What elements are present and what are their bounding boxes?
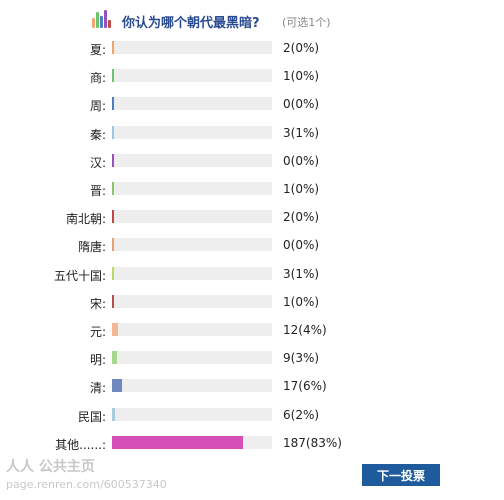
poll-option-label: 夏: <box>89 43 106 57</box>
poll-option-count: 0(0%) <box>283 238 320 253</box>
poll-option-count: 1(0%) <box>283 182 320 196</box>
poll-option-count: 0(0%) <box>283 97 320 112</box>
poll-option-bar-fill <box>112 351 117 365</box>
poll-option-bar-fill <box>112 41 114 54</box>
poll-option-count: 1(0%) <box>283 294 320 309</box>
poll-option-bar-track <box>112 294 272 308</box>
poll-option-label: 宋: <box>89 296 106 311</box>
poll-option-row: 周: 0(0%) <box>0 92 504 120</box>
poll-option-bar-fill <box>112 153 114 167</box>
poll-option-bar-track <box>112 407 272 421</box>
poll-option-label: 民国: <box>77 409 106 424</box>
poll-option-bar-fill <box>112 407 116 421</box>
poll-option-bar-fill <box>112 266 115 280</box>
poll-option-bar-track <box>112 435 272 449</box>
poll-option-row: 其他......: 187(83%) <box>0 431 504 459</box>
poll-option-row: 汉: 0(0%) <box>0 149 504 177</box>
watermark-url: page.renren.com/600537340 <box>6 478 167 491</box>
poll-option-count: 2(0%) <box>283 41 320 55</box>
poll-option-row: 民国: 6(2%) <box>0 403 504 431</box>
poll-option-label: 南北朝: <box>65 212 106 227</box>
poll-option-bar-fill <box>112 323 119 336</box>
poll-option-count: 3(1%) <box>283 125 320 140</box>
poll-option-label: 秦: <box>89 127 106 142</box>
poll-option-row: 五代十国: 3(1%) <box>0 262 504 290</box>
poll-option-bar-track <box>112 379 272 393</box>
poll-option-count: 2(0%) <box>283 210 320 225</box>
poll-option-bar-track <box>112 238 272 252</box>
watermark: 人人 公共主页 page.renren.com/600537340 <box>6 456 167 491</box>
poll-option-row: 晋: 1(0%) <box>0 177 504 205</box>
bar-chart-icon-bar <box>92 18 95 28</box>
poll-option-bar-track <box>112 182 272 195</box>
poll-option-row: 清: 17(6%) <box>0 374 504 402</box>
poll-option-count: 1(0%) <box>283 69 320 84</box>
poll-option-count: 17(6%) <box>283 379 327 394</box>
poll-option-count: 12(4%) <box>283 323 327 337</box>
poll-option-bar-track <box>112 97 272 111</box>
poll-option-label: 清: <box>89 381 106 396</box>
poll-option-label: 晋: <box>89 184 106 198</box>
poll-option-bar-track <box>112 351 272 365</box>
poll-option-bar-track <box>112 323 272 336</box>
poll-option-row: 南北朝: 2(0%) <box>0 205 504 233</box>
poll-option-bar-track <box>112 210 272 224</box>
poll-option-bar-track <box>112 266 272 280</box>
poll-option-row: 明: 9(3%) <box>0 346 504 374</box>
poll-option-row: 夏: 2(0%) <box>0 36 504 64</box>
poll-option-count: 6(2%) <box>283 407 320 422</box>
poll-option-row: 商: 1(0%) <box>0 64 504 92</box>
poll-option-bar-fill <box>112 69 114 83</box>
poll-option-count: 187(83%) <box>283 435 342 450</box>
poll-option-label: 其他......: <box>55 437 106 452</box>
bar-chart-icon-bar <box>96 12 99 28</box>
poll-option-count: 0(0%) <box>283 153 320 168</box>
poll-option-bar-fill <box>112 182 114 195</box>
poll-option-row: 元: 12(4%) <box>0 318 504 346</box>
bar-chart-icon-bar <box>100 16 103 28</box>
poll-option-count: 3(1%) <box>283 266 320 281</box>
poll-option-bar-fill <box>112 125 115 139</box>
poll-option-bar-fill <box>112 294 114 308</box>
poll-option-label: 明: <box>89 353 106 368</box>
poll-option-label: 五代十国: <box>53 268 106 283</box>
bar-chart-icon <box>92 10 114 28</box>
poll-option-bar-fill <box>112 210 114 224</box>
poll-option-bar-fill <box>112 435 244 449</box>
bar-chart-icon-bar <box>108 20 111 28</box>
poll-question-hint: (可选1个) <box>282 16 331 29</box>
poll-option-bar-track <box>112 153 272 167</box>
poll-option-row: 隋唐: 0(0%) <box>0 233 504 261</box>
poll-option-bar-track <box>112 69 272 83</box>
poll-option-bar-fill <box>112 97 114 111</box>
bar-chart-icon-bar <box>104 10 107 28</box>
poll-option-bar-fill <box>112 238 114 252</box>
poll-option-label: 商: <box>89 71 106 86</box>
poll-option-bar-track <box>112 125 272 139</box>
poll-option-label: 汉: <box>89 155 106 170</box>
poll-option-label: 周: <box>89 99 106 114</box>
poll-option-label: 隋唐: <box>77 240 106 255</box>
poll-question-title: 你认为哪个朝代最黑暗? <box>122 16 260 31</box>
poll-option-label: 元: <box>89 325 106 339</box>
watermark-logo: 人人 公共主页 <box>6 459 95 475</box>
poll-option-row: 宋: 1(0%) <box>0 290 504 318</box>
next-poll-button[interactable]: 下一投票 <box>362 464 440 486</box>
poll-option-row: 秦: 3(1%) <box>0 121 504 149</box>
poll-option-bar-track <box>112 41 272 54</box>
poll-option-bar-fill <box>112 379 122 393</box>
poll-option-count: 9(3%) <box>283 351 320 366</box>
